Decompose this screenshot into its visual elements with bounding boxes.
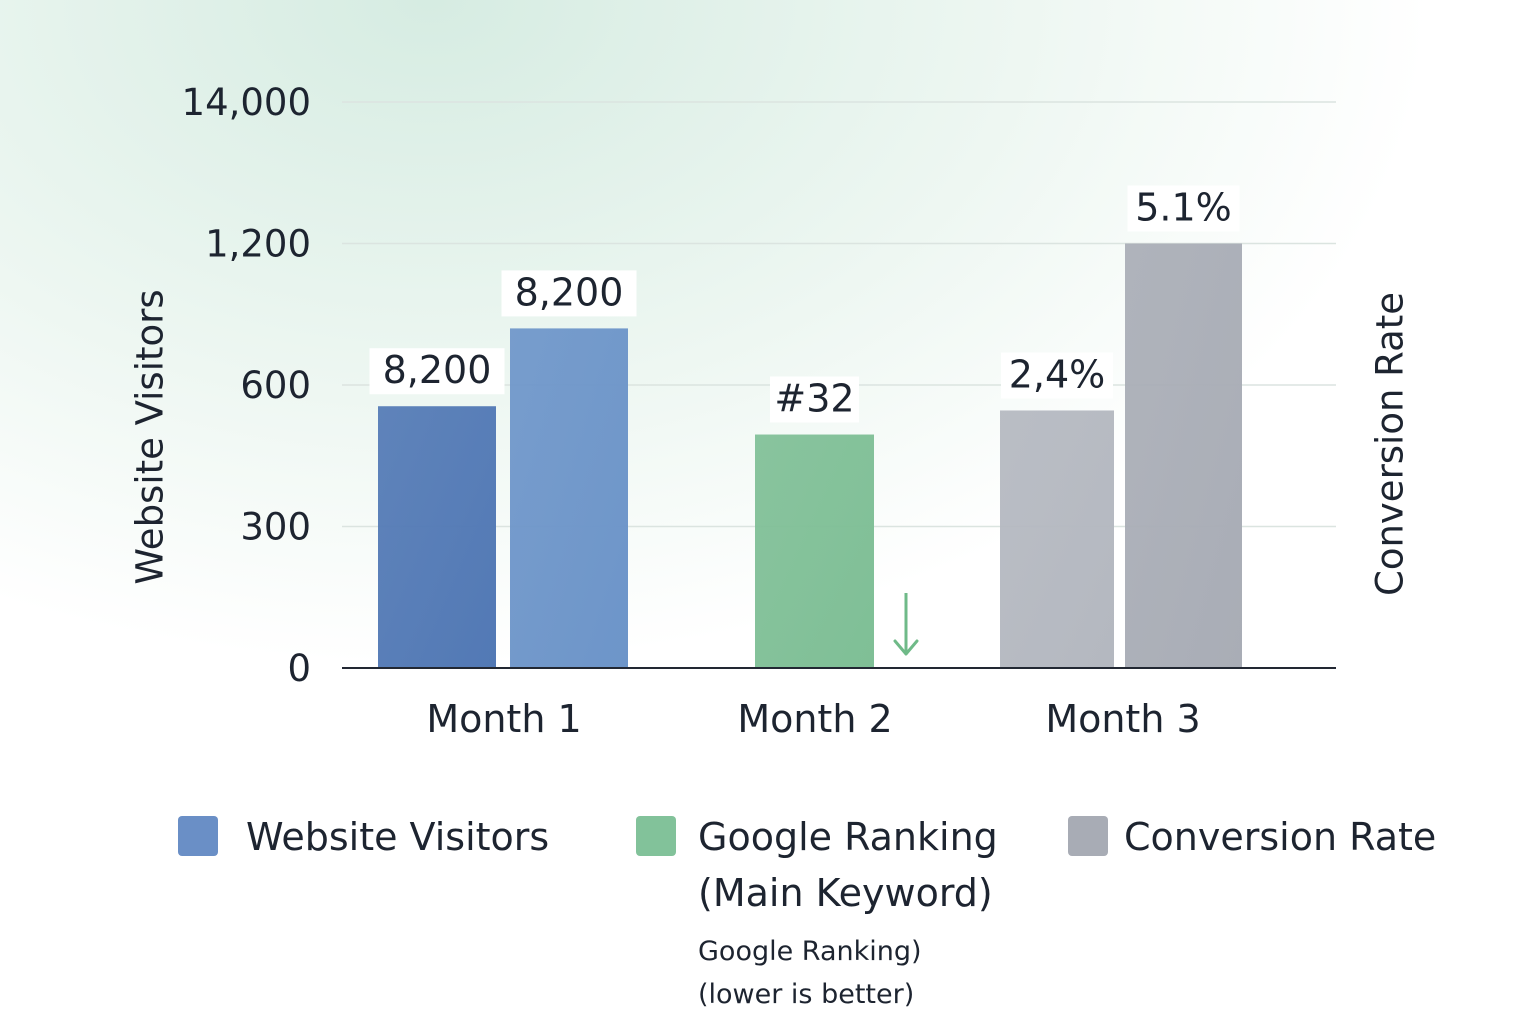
bar-label-backdrop — [369, 348, 505, 395]
bar — [755, 434, 874, 668]
bar-value-label: 2,4% — [1009, 352, 1106, 396]
y2-axis-title: Conversion Rate — [1369, 292, 1412, 596]
legend-swatch — [1068, 816, 1108, 856]
bar-value-label: 8,200 — [383, 348, 492, 392]
bars — [378, 243, 1242, 668]
y-tick-label: 300 — [240, 506, 311, 549]
legend: Website Visitors Google Ranking (Main Keyw… — [178, 815, 1436, 1010]
bar-value-label: 8,200 — [515, 270, 624, 314]
bar-label-backdrop — [1127, 185, 1240, 232]
bar-value-label: #32 — [774, 377, 854, 421]
down-arrow-icon — [893, 593, 919, 656]
bar — [510, 328, 628, 668]
legend-item: Google Ranking (Main Keyword) Google Ranki… — [636, 815, 998, 1010]
x-category-label: Month 2 — [737, 697, 892, 741]
legend-note: Google Ranking) (lower is better) — [698, 936, 922, 1010]
bar-label-backdrop — [501, 270, 637, 317]
bar-value-label: 5.1% — [1135, 186, 1232, 230]
x-axis-labels: Month 1 Month 2 Month 3 — [426, 697, 1200, 741]
legend-label: Website Visitors — [246, 815, 549, 859]
y-tick-label: 600 — [240, 364, 311, 407]
bar — [1125, 243, 1242, 668]
legend-item: Website Visitors — [178, 815, 549, 859]
legend-swatch — [636, 816, 676, 856]
x-category-label: Month 3 — [1045, 697, 1200, 741]
bar — [378, 406, 496, 668]
y-axis-title: Website Visitors — [129, 289, 172, 584]
bar-label-backdrop — [1001, 352, 1113, 399]
y-tick-label: 14,000 — [182, 81, 311, 124]
bar — [1000, 410, 1114, 668]
legend-item: Conversion Rate — [1068, 815, 1436, 859]
legend-label: Conversion Rate — [1124, 815, 1436, 859]
y-axis-ticks: 0 300 600 1,200 14,000 — [182, 81, 311, 690]
legend-label: Google Ranking (Main Keyword) — [698, 815, 998, 915]
x-category-label: Month 1 — [426, 697, 581, 741]
bar-labels: 8,200 8,200 #32 2,4% 5.1% — [369, 185, 1240, 423]
legend-swatch — [178, 816, 218, 856]
annotations — [893, 593, 919, 656]
y-tick-label: 1,200 — [205, 223, 311, 266]
y-tick-label: 0 — [287, 647, 311, 690]
bar-label-backdrop — [770, 376, 859, 423]
